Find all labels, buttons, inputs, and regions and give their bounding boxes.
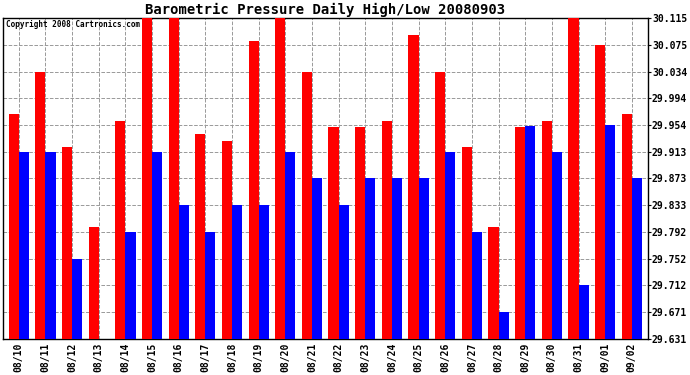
Bar bbox=[462, 147, 472, 339]
Bar bbox=[115, 121, 126, 339]
Title: Barometric Pressure Daily High/Low 20080903: Barometric Pressure Daily High/Low 20080… bbox=[145, 3, 505, 17]
Bar bbox=[419, 178, 428, 339]
Bar bbox=[632, 178, 642, 339]
Bar bbox=[206, 232, 215, 339]
Bar bbox=[445, 152, 455, 339]
Bar bbox=[152, 152, 162, 339]
Bar bbox=[312, 178, 322, 339]
Bar bbox=[285, 152, 295, 339]
Bar bbox=[62, 147, 72, 339]
Bar bbox=[552, 152, 562, 339]
Bar bbox=[499, 312, 509, 339]
Bar bbox=[259, 205, 269, 339]
Bar bbox=[46, 152, 56, 339]
Bar bbox=[35, 72, 46, 339]
Bar bbox=[578, 285, 589, 339]
Bar bbox=[19, 152, 29, 339]
Bar bbox=[328, 128, 339, 339]
Bar bbox=[222, 141, 232, 339]
Bar bbox=[248, 41, 259, 339]
Bar bbox=[179, 205, 189, 339]
Bar bbox=[88, 227, 99, 339]
Bar bbox=[195, 134, 206, 339]
Bar bbox=[472, 232, 482, 339]
Bar bbox=[339, 205, 348, 339]
Bar bbox=[569, 18, 578, 339]
Bar bbox=[9, 114, 19, 339]
Bar bbox=[232, 205, 242, 339]
Bar bbox=[126, 232, 135, 339]
Bar bbox=[142, 18, 152, 339]
Bar bbox=[382, 121, 392, 339]
Bar bbox=[168, 18, 179, 339]
Bar bbox=[72, 258, 82, 339]
Bar bbox=[489, 227, 499, 339]
Bar bbox=[275, 18, 285, 339]
Bar bbox=[525, 126, 535, 339]
Bar bbox=[622, 114, 632, 339]
Bar bbox=[595, 45, 605, 339]
Text: Copyright 2008 Cartronics.com: Copyright 2008 Cartronics.com bbox=[6, 20, 140, 29]
Bar bbox=[365, 178, 375, 339]
Bar bbox=[355, 128, 365, 339]
Bar bbox=[515, 128, 525, 339]
Bar bbox=[302, 72, 312, 339]
Bar bbox=[392, 178, 402, 339]
Bar bbox=[542, 121, 552, 339]
Bar bbox=[435, 72, 445, 339]
Bar bbox=[605, 125, 615, 339]
Bar bbox=[408, 34, 419, 339]
